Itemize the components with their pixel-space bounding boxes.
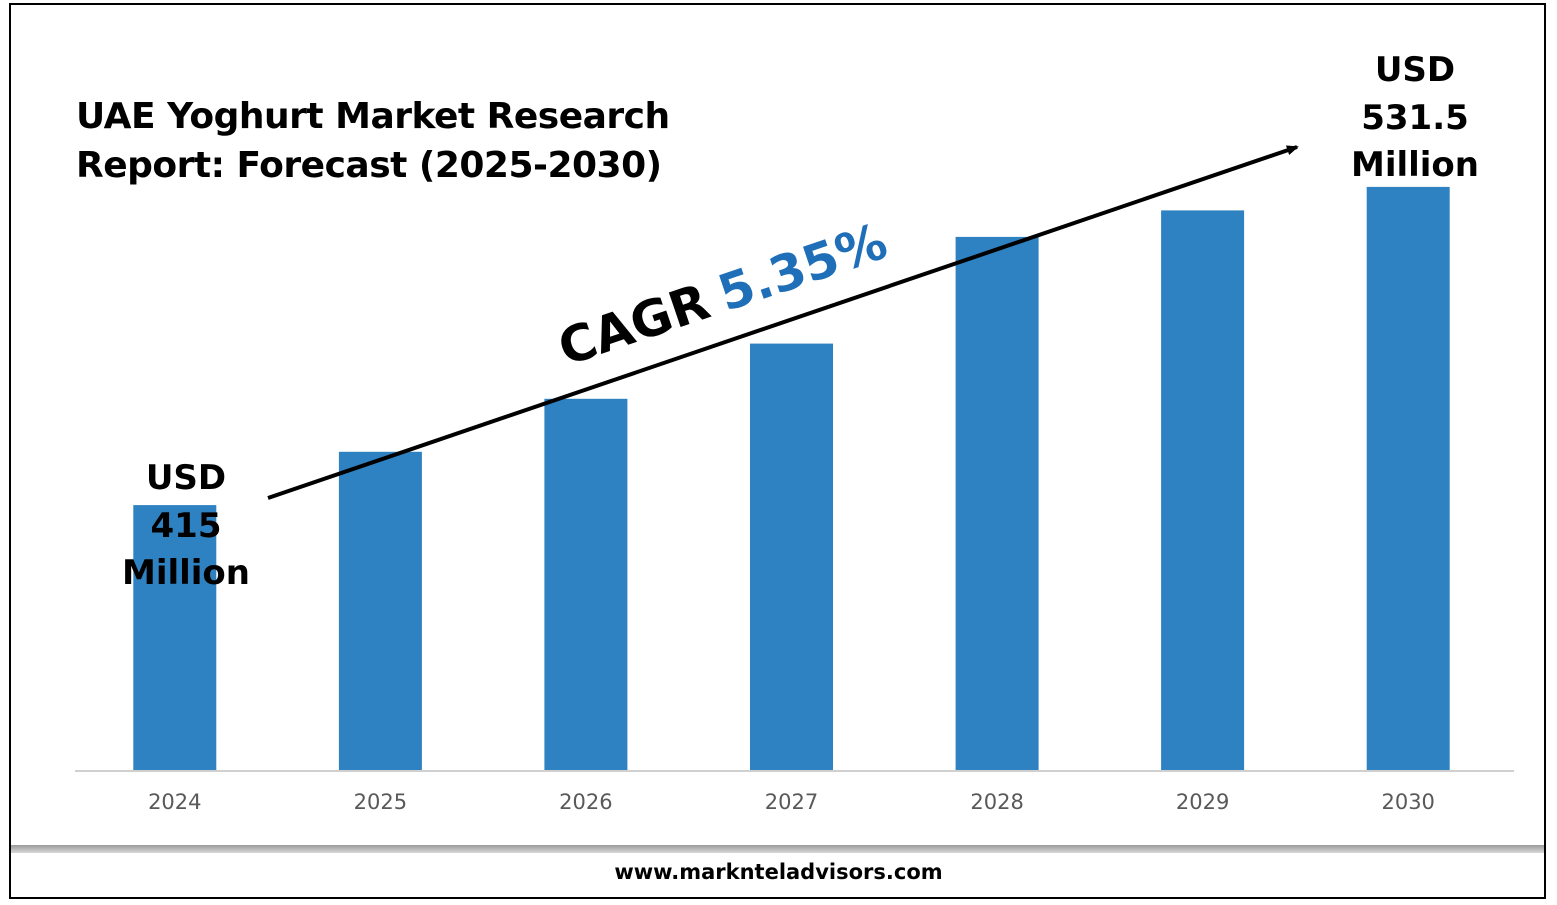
cagr-trend-arrow <box>267 145 1299 500</box>
bar-2026 <box>544 398 628 770</box>
x-tick-label-2029: 2029 <box>1176 790 1229 814</box>
x-tick-label-2028: 2028 <box>970 790 1023 814</box>
bar-2028 <box>955 236 1039 770</box>
bar-2027 <box>750 343 833 770</box>
bar-2024 <box>133 505 217 770</box>
cagr-value: 5.35% <box>711 212 894 323</box>
bar-2025 <box>338 451 422 770</box>
start-value-label: USD 415 Million <box>122 458 250 593</box>
end-value-line2: 531.5 <box>1361 98 1469 138</box>
bar-2029 <box>1161 210 1245 770</box>
x-tick-label-2030: 2030 <box>1381 790 1434 814</box>
start-value-line2: 415 <box>151 506 222 546</box>
x-tick-label-2024: 2024 <box>148 790 201 814</box>
cagr-label: CAGR5.35% <box>551 212 894 377</box>
footer-divider <box>11 845 1544 853</box>
x-tick-label-2027: 2027 <box>765 790 818 814</box>
end-value-line1: USD <box>1375 50 1455 90</box>
bar-2030 <box>1366 186 1450 770</box>
footer-url: www.marknteladvisors.com <box>614 860 943 884</box>
cagr-text: CAGR <box>551 273 716 378</box>
x-tick-label-2025: 2025 <box>354 790 407 814</box>
x-tick-label-2026: 2026 <box>559 790 612 814</box>
chart-title: UAE Yoghurt Market Research Report: Fore… <box>76 96 670 186</box>
start-value-line1: USD <box>146 458 226 498</box>
end-value-label: USD 531.5 Million <box>1351 50 1479 185</box>
end-value-line3: Million <box>1351 145 1479 185</box>
start-value-line3: Million <box>122 553 250 593</box>
